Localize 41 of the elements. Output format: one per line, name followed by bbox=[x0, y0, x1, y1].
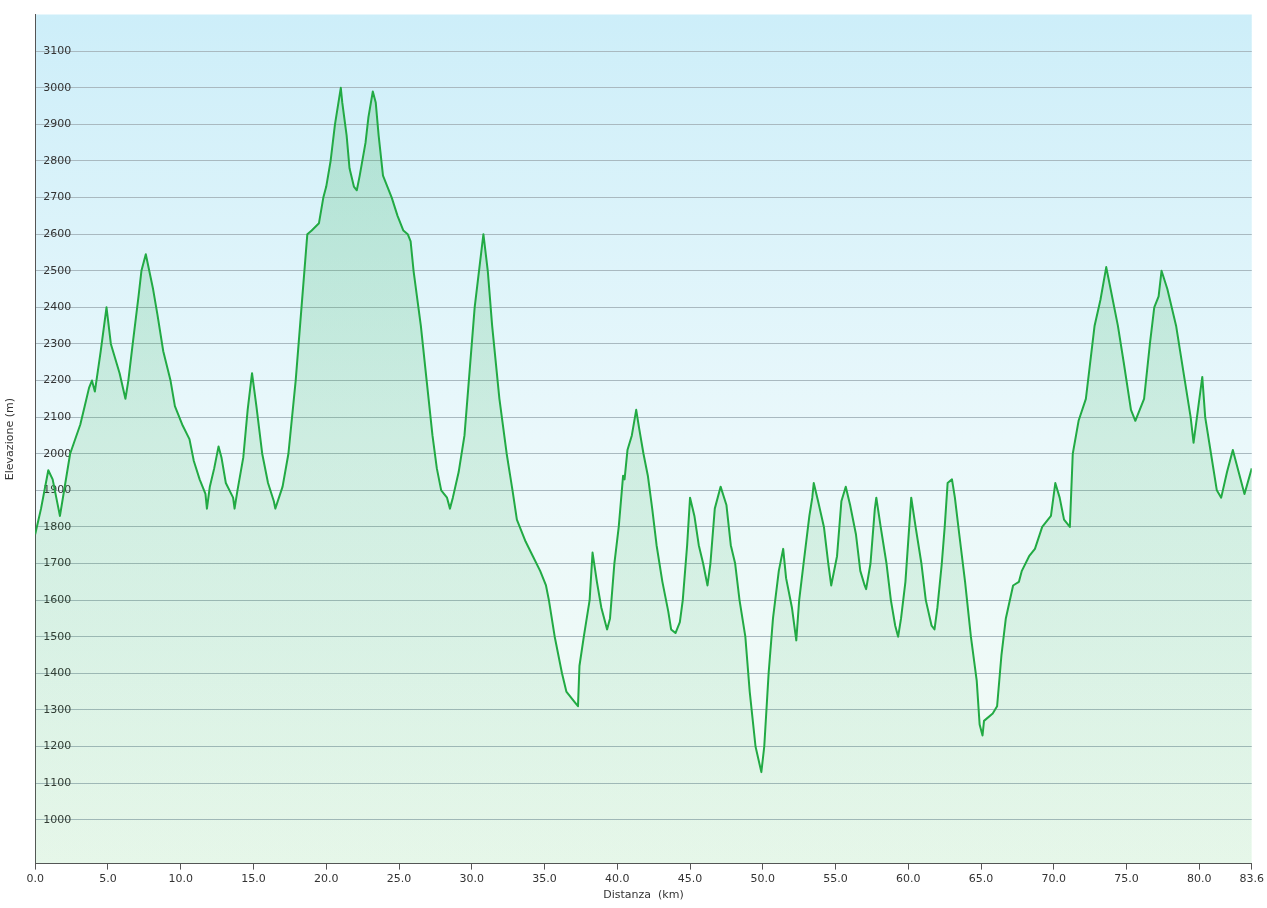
y-tick-label: 2200 bbox=[43, 373, 72, 387]
y-tick-label: 2700 bbox=[43, 190, 72, 204]
y-tick-label: 2800 bbox=[43, 153, 72, 167]
y-tick-label: 1700 bbox=[43, 556, 72, 570]
y-tick-label: 1000 bbox=[43, 812, 72, 826]
y-tick-label: 1500 bbox=[43, 629, 72, 643]
y-tick-label: 2600 bbox=[43, 227, 72, 241]
x-tick-label: 25.0 bbox=[386, 872, 412, 886]
x-tick-label: 15.0 bbox=[241, 872, 266, 886]
x-tick-label: 0.0 bbox=[26, 872, 44, 886]
y-tick-label: 1400 bbox=[43, 666, 72, 680]
x-tick-label: 70.0 bbox=[1041, 872, 1067, 886]
x-tick-label: 75.0 bbox=[1114, 872, 1139, 886]
x-tick-label: 55.0 bbox=[823, 872, 848, 886]
y-tick-label: 2900 bbox=[43, 117, 72, 131]
y-tick-label: 1600 bbox=[43, 592, 72, 606]
x-tick-label: 10.0 bbox=[168, 872, 193, 886]
y-axis-title: Elevazione (m) bbox=[3, 398, 17, 481]
y-tick-label: 2300 bbox=[43, 336, 72, 350]
x-tick-label: 35.0 bbox=[532, 872, 557, 886]
y-tick-label: 1200 bbox=[43, 739, 72, 753]
x-tick-label: 40.0 bbox=[605, 872, 630, 886]
y-tick-label: 2400 bbox=[43, 300, 72, 314]
x-tick-label: 45.0 bbox=[677, 872, 703, 886]
x-tick-label: 50.0 bbox=[750, 872, 776, 886]
x-tick-label: 65.0 bbox=[968, 872, 994, 886]
y-tick-label: 3100 bbox=[43, 44, 72, 58]
y-tick-label: 2500 bbox=[43, 263, 72, 277]
x-tick-label: 20.0 bbox=[313, 872, 339, 886]
x-tick-label: 5.0 bbox=[99, 872, 117, 886]
x-tick-label: 30.0 bbox=[459, 872, 485, 886]
y-tick-label: 1100 bbox=[43, 775, 72, 789]
y-tick-label: 2100 bbox=[43, 410, 72, 423]
x-axis-title: Distanza (km) bbox=[603, 888, 684, 902]
y-tick-label: 3000 bbox=[43, 80, 72, 94]
y-tick-label: 1300 bbox=[43, 702, 72, 716]
x-tick-label: 60.0 bbox=[896, 872, 921, 886]
x-tick-label: 83.6 bbox=[1239, 872, 1264, 886]
y-tick-label: 2000 bbox=[43, 446, 72, 460]
y-tick-label: 1800 bbox=[43, 519, 72, 533]
x-tick-label: 80.0 bbox=[1187, 872, 1212, 886]
